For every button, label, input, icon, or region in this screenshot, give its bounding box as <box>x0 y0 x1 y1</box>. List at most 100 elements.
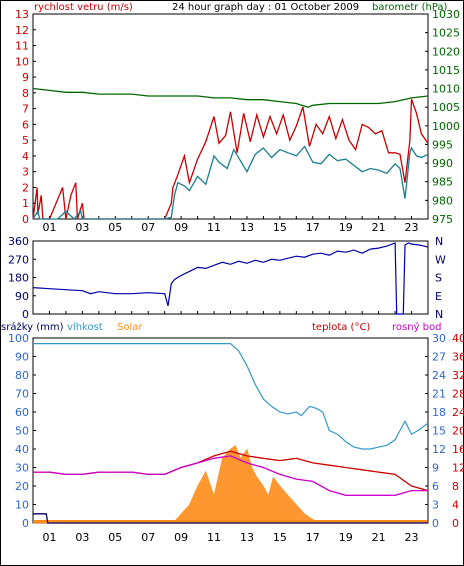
rain-tick-label: 21 <box>432 388 446 401</box>
humidity-tick-label: 40 <box>15 443 29 456</box>
compass-tick-label: N <box>435 235 443 248</box>
temperature-tick-label: 16 <box>452 443 464 456</box>
humidity-tick-label: 90 <box>15 351 29 364</box>
direction-tick-label: 360 <box>8 235 29 248</box>
graph-title: 24 hour graph day : 01 October 2009 <box>172 2 359 13</box>
solar-area <box>33 444 428 524</box>
wind-tick-label: 7 <box>22 103 29 116</box>
temperature-tick-label: 20 <box>452 425 464 438</box>
wind-direction-line <box>32 242 429 315</box>
compass-tick-label: S <box>435 272 442 285</box>
compass-tick-label: N <box>435 308 443 321</box>
compass-tick-label: W <box>435 253 446 266</box>
x-tick-label: 09 <box>174 221 188 234</box>
temperature-tick-label: 4 <box>452 499 459 512</box>
rain-tick-label: 12 <box>432 443 446 456</box>
pressure-tick-label: 1020 <box>432 45 460 58</box>
x-tick-label: 21 <box>372 221 386 234</box>
rain-line <box>33 513 428 524</box>
humidity-tick-label: 60 <box>15 406 29 419</box>
pressure-tick-label: 1005 <box>432 101 460 114</box>
solar-baseline <box>34 520 427 523</box>
x-tick-label: 01 <box>42 531 56 544</box>
x-tick-label: 19 <box>339 221 353 234</box>
temperature-tick-label: 24 <box>452 406 464 419</box>
x-tick-label: 07 <box>141 221 155 234</box>
wind-tick-label: 9 <box>22 71 29 84</box>
wind-tick-label: 4 <box>22 150 29 163</box>
pressure-tick-label: 1025 <box>432 27 460 40</box>
x-tick-label: 23 <box>405 221 419 234</box>
rain-tick-label: 24 <box>432 369 446 382</box>
rain-temperature-chart: 01 03 05 07 09 11 13 15 17 19 21 230102030405060708… <box>8 332 464 544</box>
x-tick-label: 05 <box>108 221 122 234</box>
direction-tick-label: 180 <box>8 272 29 285</box>
pressure-tick-label: 990 <box>432 157 453 170</box>
temperature-tick-label: 12 <box>452 462 464 475</box>
rain-tick-label: 27 <box>432 351 446 364</box>
compass-tick-label: E <box>435 290 442 303</box>
plot-area <box>32 13 429 220</box>
wind-tick-label: 10 <box>15 55 29 68</box>
solar-legend: Solar <box>117 322 143 333</box>
x-tick-label: 21 <box>372 531 386 544</box>
wind-tick-label: 3 <box>22 166 29 179</box>
x-tick-label: 05 <box>108 531 122 544</box>
rain-tick-label: 3 <box>432 499 439 512</box>
temperature-tick-label: 28 <box>452 388 464 401</box>
temperature-tick-label: 36 <box>452 351 464 364</box>
rain-tick-label: 18 <box>432 406 446 419</box>
humidity-tick-label: 70 <box>15 388 29 401</box>
x-tick-label: 03 <box>75 531 89 544</box>
direction-tick-label: 90 <box>15 290 29 303</box>
wind-tick-label: 12 <box>15 24 29 37</box>
wind-tick-label: 6 <box>22 118 29 131</box>
wind-tick-label: 5 <box>22 134 29 147</box>
dewpoint-legend: rosný bod <box>392 321 441 333</box>
temperature-tick-label: 40 <box>452 332 464 345</box>
humidity-tick-label: 80 <box>15 369 29 382</box>
humidity-tick-label: 30 <box>15 462 29 475</box>
wind-average-line <box>32 145 429 220</box>
wind-tick-label: 1 <box>22 197 29 210</box>
temperature-legend: teplota (°C) <box>312 322 370 333</box>
wind-pressure-chart: 01 03 05 07 09 11 13 15 17 19 21 230123456789101112… <box>15 8 460 234</box>
wind-tick-label: 2 <box>22 181 29 194</box>
wind-tick-label: 11 <box>15 40 29 53</box>
humidity-tick-label: 20 <box>15 480 29 493</box>
x-tick-label: 15 <box>273 221 287 234</box>
dewpoint-line <box>33 455 428 496</box>
rain-tick-label: 9 <box>432 462 439 475</box>
pressure-axis-label: barometr (hPa) <box>372 2 448 13</box>
x-tick-label: 13 <box>240 531 254 544</box>
gust-line <box>32 98 429 220</box>
x-tick-label: 19 <box>339 531 353 544</box>
direction-tick-label: 270 <box>8 253 29 266</box>
pressure-tick-label: 980 <box>432 194 453 207</box>
x-tick-label: 15 <box>273 531 287 544</box>
rain-tick-label: 15 <box>432 425 446 438</box>
temperature-tick-label: 0 <box>452 517 459 530</box>
x-tick-label: 07 <box>141 531 155 544</box>
wind-tick-label: 8 <box>22 87 29 100</box>
pressure-tick-label: 1030 <box>432 8 460 21</box>
x-tick-label: 17 <box>306 531 320 544</box>
x-tick-label: 17 <box>306 221 320 234</box>
humidity-tick-label: 50 <box>15 425 29 438</box>
wind-tick-label: 0 <box>22 213 29 226</box>
humidity-tick-label: 10 <box>15 499 29 512</box>
wind-axis-label: rychlost vetru (m/s) <box>34 2 133 13</box>
pressure-tick-label: 1010 <box>432 83 460 96</box>
humidity-legend: vlhkost <box>67 322 103 333</box>
x-tick-label: 01 <box>42 221 56 234</box>
x-tick-label: 23 <box>405 531 419 544</box>
direction-tick-label: 0 <box>22 308 29 321</box>
pressure-tick-label: 985 <box>432 176 453 189</box>
pressure-tick-label: 995 <box>432 138 453 151</box>
wind-tick-label: 13 <box>15 8 29 21</box>
humidity-tick-label: 100 <box>8 332 29 345</box>
temperature-tick-label: 32 <box>452 369 464 382</box>
rain-tick-label: 30 <box>432 332 446 345</box>
